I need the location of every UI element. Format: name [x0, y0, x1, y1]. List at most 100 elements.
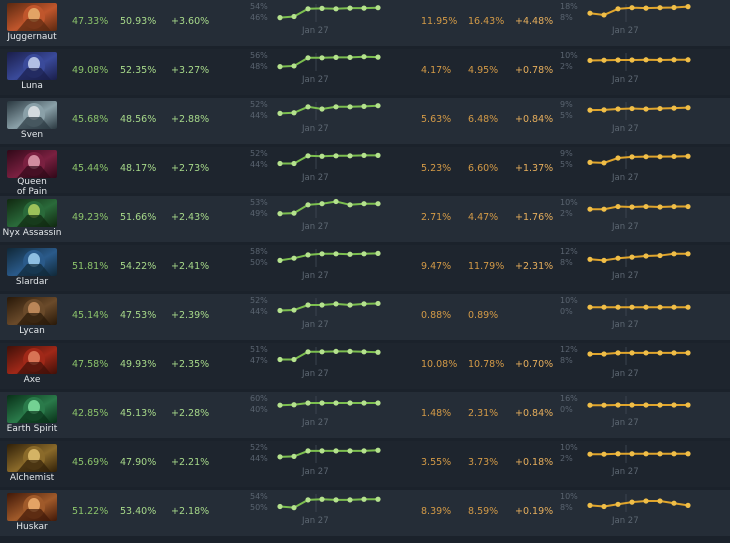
hero-name[interactable]: Earth Spirit: [6, 424, 58, 434]
winrate-delta: +3.60%: [171, 16, 210, 27]
pickrate-after: 10.78%: [468, 359, 505, 370]
hero-name[interactable]: Huskar: [16, 522, 48, 532]
sparkline-point: [643, 304, 649, 310]
sparkline-point: [361, 301, 367, 307]
sparkline-point: [615, 155, 621, 161]
axis-tick-top: 10%: [560, 443, 578, 452]
winrate-delta: +2.18%: [171, 506, 210, 517]
sparkline-point: [319, 349, 325, 355]
sparkline-point: [291, 63, 297, 69]
table-row[interactable]: Nyx Assassin 49.23% 51.66% +2.43% 53% 49% Jan …: [0, 196, 730, 242]
sparkline-point: [587, 502, 593, 508]
winrate-sparkline: 52% 44% Jan 27: [250, 296, 381, 330]
hero-name[interactable]: Lycan: [19, 326, 45, 336]
pickrate-sparkline: 16% 0% Jan 27: [560, 394, 691, 428]
sparkline-point: [305, 55, 311, 61]
sparkline-point: [657, 105, 663, 112]
axe-portrait-icon[interactable]: [7, 346, 57, 374]
sparkline-point: [319, 302, 325, 308]
winrate-before: 49.08%: [72, 65, 109, 76]
pickrate-sparkline: 9% 5% Jan 27: [560, 100, 691, 134]
sparkline-point: [375, 152, 381, 158]
hero-name[interactable]: Alchemist: [9, 473, 55, 483]
winrate-before: 47.58%: [72, 359, 109, 370]
sparkline-point: [291, 160, 297, 167]
huskar-portrait-icon[interactable]: [7, 493, 57, 521]
table-row[interactable]: Huskar 51.22% 53.40% +2.18% 54% 50% Jan 27 8.39…: [0, 490, 730, 536]
date-label: Jan 27: [301, 124, 329, 134]
sparkline-point: [643, 451, 649, 457]
axis-tick-bottom: 8%: [560, 13, 573, 22]
axis-tick-top: 10%: [560, 198, 578, 207]
winrate-sparkline: 60% 40% Jan 27: [250, 394, 381, 428]
earth-spirit-portrait-icon[interactable]: [7, 395, 57, 423]
sparkline-point: [587, 57, 593, 64]
winrate-delta: +2.43%: [171, 212, 210, 223]
winrate-delta: +2.41%: [171, 261, 210, 272]
sparkline-point: [277, 257, 283, 263]
nyx-assassin-portrait-icon[interactable]: [7, 199, 57, 227]
sparkline-point: [615, 106, 621, 112]
winrate-after: 52.35%: [120, 65, 157, 76]
hero-name[interactable]: Luna: [21, 81, 43, 91]
axis-tick-bottom: 44%: [250, 160, 268, 169]
pickrate-before: 2.71%: [421, 212, 452, 223]
sven-portrait-icon[interactable]: [7, 101, 57, 129]
hero-name[interactable]: Sven: [20, 130, 44, 140]
hero-name[interactable]: Queen of Pain: [16, 177, 48, 197]
alchemist-portrait-icon[interactable]: [7, 444, 57, 472]
table-row[interactable]: Juggernaut 47.33% 50.93% +3.60% 54% 46% Jan 27…: [0, 0, 730, 46]
juggernaut-portrait-icon[interactable]: [7, 3, 57, 31]
sparkline-point: [643, 154, 649, 160]
table-row[interactable]: Sven 45.68% 48.56% +2.88% 52% 44% Jan 27 5.63% 6…: [0, 98, 730, 144]
sparkline-point: [629, 105, 635, 112]
axis-tick-bottom: 2%: [560, 62, 573, 71]
sparkline-point: [347, 202, 353, 208]
pickrate-delta: +1.37%: [515, 163, 554, 174]
sparkline-point: [685, 4, 691, 10]
axis-tick-top: 12%: [560, 247, 578, 256]
sparkline-point: [685, 451, 691, 457]
hero-name[interactable]: Nyx Assassin: [2, 228, 62, 238]
axis-tick-bottom: 2%: [560, 454, 573, 463]
hero-name[interactable]: Slardar: [15, 277, 49, 287]
sparkline-point: [671, 4, 677, 11]
sparkline-point: [643, 253, 649, 259]
lycan-portrait-icon[interactable]: [7, 297, 57, 325]
sparkline-point: [671, 304, 677, 310]
sparkline-point: [629, 57, 635, 63]
winrate-after: 54.22%: [120, 261, 157, 272]
luna-portrait-icon[interactable]: [7, 52, 57, 80]
table-row[interactable]: Slardar 51.81% 54.22% +2.41% 58% 50% Jan 27 9.4…: [0, 245, 730, 291]
sparkline-point: [347, 400, 353, 406]
winrate-sparkline: 54% 46% Jan 27: [250, 2, 381, 36]
pickrate-after: 2.31%: [468, 408, 499, 419]
sparkline-point: [629, 154, 635, 160]
winrate-before: 47.33%: [72, 16, 109, 27]
pickrate-before: 5.23%: [421, 163, 452, 174]
pickrate-delta: +1.76%: [515, 212, 554, 223]
pickrate-after: 6.48%: [468, 114, 499, 125]
pickrate-after: 8.59%: [468, 506, 499, 517]
pickrate-before: 11.95%: [421, 16, 458, 27]
table-row[interactable]: Alchemist 45.69% 47.90% +2.21% 52% 44% Jan 27 3…: [0, 441, 730, 487]
winrate-delta: +2.35%: [171, 359, 210, 370]
hero-name[interactable]: Axe: [23, 375, 41, 385]
table-row[interactable]: Luna 49.08% 52.35% +3.27% 56% 48% Jan 27 4.17% 4…: [0, 49, 730, 95]
sparkline-point: [643, 402, 649, 408]
table-row[interactable]: Lycan 45.14% 47.53% +2.39% 52% 44% Jan 27 0.88%…: [0, 294, 730, 340]
pickrate-after: 11.79%: [468, 261, 505, 272]
slardar-portrait-icon[interactable]: [7, 248, 57, 276]
sparkline-point: [277, 64, 283, 70]
table-row[interactable]: Queen of Pain 45.44% 48.17% +2.73% 52% 44% Jan…: [0, 147, 730, 197]
sparkline-point: [347, 104, 353, 110]
sparkline-point: [615, 255, 621, 261]
sparkline-point: [685, 57, 691, 63]
sparkline-point: [319, 106, 325, 112]
queen-of-pain-portrait-icon[interactable]: [7, 150, 57, 178]
hero-name[interactable]: Juggernaut: [7, 32, 57, 42]
table-row[interactable]: Axe 47.58% 49.93% +2.35% 51% 47% Jan 27 10.08% 1…: [0, 343, 730, 389]
axis-tick-top: 9%: [560, 100, 573, 109]
table-row[interactable]: Earth Spirit 42.85% 45.13% +2.28% 60% 40% Jan …: [0, 392, 730, 438]
axis-tick-bottom: 2%: [560, 209, 573, 218]
